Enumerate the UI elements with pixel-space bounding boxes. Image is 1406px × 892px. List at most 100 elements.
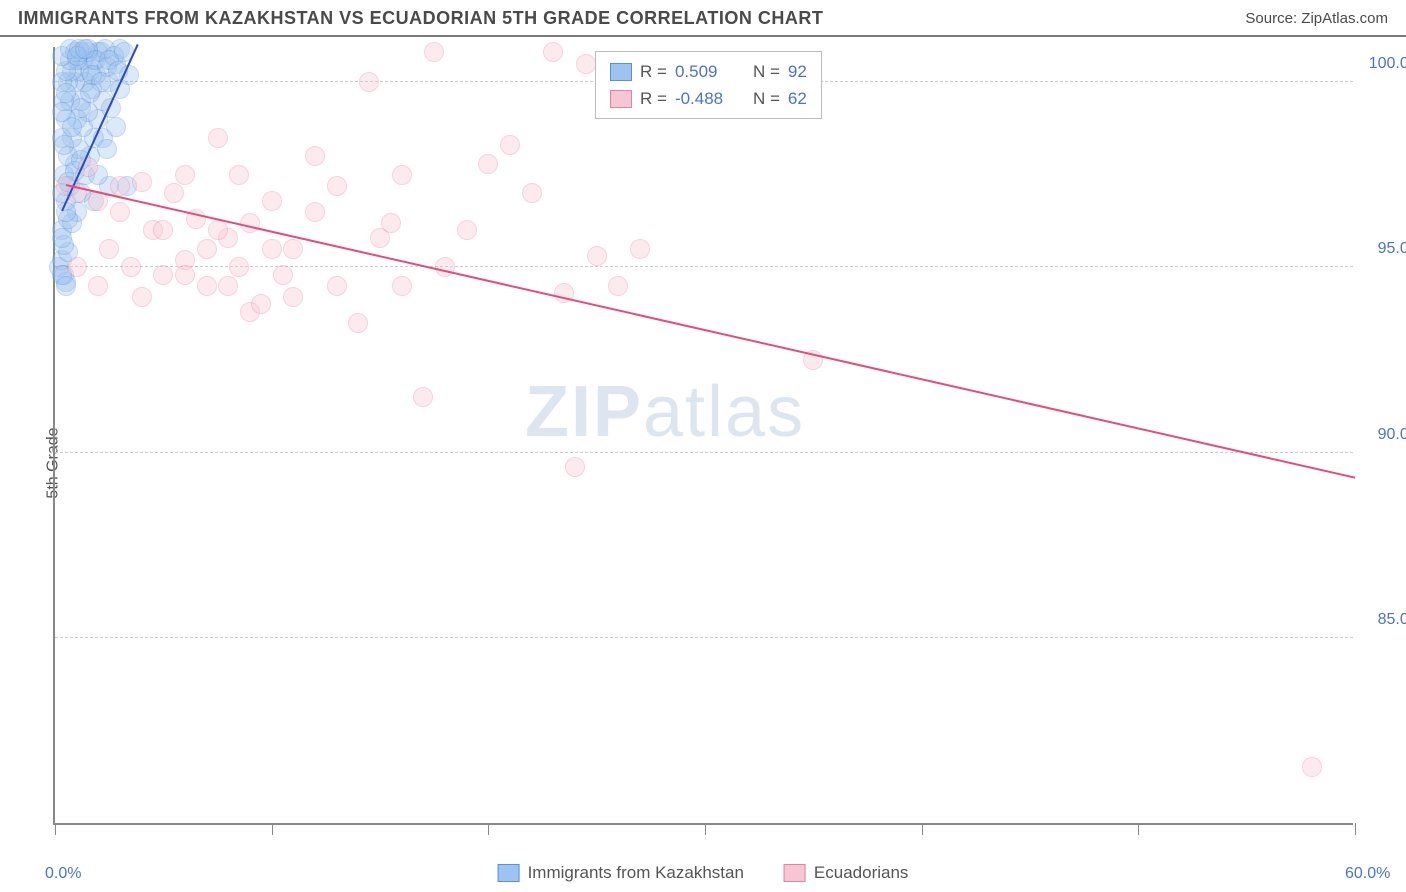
source-label: Source: ZipAtlas.com: [1245, 10, 1388, 27]
scatter-point: [381, 213, 401, 233]
y-tick-label: 100.0%: [1363, 55, 1406, 73]
x-tick: [922, 823, 923, 835]
scatter-point: [435, 257, 455, 277]
scatter-point: [229, 165, 249, 185]
scatter-point: [240, 213, 260, 233]
scatter-point: [262, 191, 282, 211]
stats-r-label: R =: [640, 58, 667, 85]
scatter-point: [1302, 757, 1322, 777]
trend-line: [66, 184, 1356, 479]
scatter-point: [327, 176, 347, 196]
stats-legend-row: R = 0.509N = 92: [610, 58, 807, 85]
y-tick-label: 95.0%: [1363, 240, 1406, 258]
scatter-point: [175, 265, 195, 285]
scatter-point: [273, 265, 293, 285]
scatter-point: [348, 313, 368, 333]
scatter-point: [132, 287, 152, 307]
scatter-point: [218, 276, 238, 296]
legend-label: Immigrants from Kazakhstan: [528, 863, 744, 883]
scatter-point: [565, 457, 585, 477]
gridline-h: [55, 452, 1353, 453]
legend-item: Immigrants from Kazakhstan: [498, 863, 744, 883]
scatter-point: [164, 183, 184, 203]
scatter-point: [197, 276, 217, 296]
stats-n-value: 62: [788, 85, 807, 112]
scatter-point: [424, 42, 444, 62]
y-tick-label: 85.0%: [1363, 611, 1406, 629]
bottom-legend: Immigrants from Kazakhstan Ecuadorians: [498, 863, 909, 883]
scatter-point: [132, 172, 152, 192]
stats-r-label: R =: [640, 85, 667, 112]
scatter-point: [587, 246, 607, 266]
stats-legend: R = 0.509N = 92R = -0.488N = 62: [595, 51, 822, 119]
scatter-point: [500, 135, 520, 155]
scatter-point: [121, 257, 141, 277]
scatter-point: [359, 72, 379, 92]
scatter-point: [262, 239, 282, 259]
scatter-point: [392, 165, 412, 185]
scatter-point: [576, 54, 596, 74]
x-tick: [272, 823, 273, 835]
scatter-point: [413, 387, 433, 407]
scatter-point: [392, 276, 412, 296]
legend-swatch: [610, 63, 632, 81]
scatter-point: [208, 128, 228, 148]
legend-swatch: [610, 90, 632, 108]
scatter-point: [106, 117, 126, 137]
chart-container: 5th Grade ZIPatlas 85.0%90.0%95.0%100.0%…: [0, 37, 1406, 889]
x-tick: [1138, 823, 1139, 835]
scatter-point: [110, 176, 130, 196]
legend-label: Ecuadorians: [814, 863, 909, 883]
scatter-point: [630, 239, 650, 259]
scatter-point: [56, 276, 76, 296]
gridline-h: [55, 637, 1353, 638]
scatter-point: [478, 154, 498, 174]
scatter-point: [75, 39, 95, 59]
scatter-point: [110, 202, 130, 222]
scatter-point: [97, 139, 117, 159]
scatter-point: [67, 257, 87, 277]
scatter-point: [457, 220, 477, 240]
chart-header: IMMIGRANTS FROM KAZAKHSTAN VS ECUADORIAN…: [0, 0, 1406, 37]
x-tick-label: 60.0%: [1345, 865, 1390, 883]
scatter-point: [283, 239, 303, 259]
scatter-point: [88, 276, 108, 296]
scatter-point: [62, 117, 82, 137]
scatter-point: [80, 83, 100, 103]
scatter-point: [153, 220, 173, 240]
scatter-point: [208, 220, 228, 240]
scatter-point: [283, 287, 303, 307]
legend-item: Ecuadorians: [784, 863, 909, 883]
stats-r-value: 0.509: [675, 58, 745, 85]
scatter-point: [543, 42, 563, 62]
scatter-point: [305, 146, 325, 166]
x-tick: [1355, 823, 1356, 835]
stats-n-label: N =: [753, 85, 780, 112]
scatter-point: [52, 228, 72, 248]
gridline-h: [55, 266, 1353, 267]
x-tick: [488, 823, 489, 835]
scatter-point: [153, 265, 173, 285]
scatter-point: [175, 165, 195, 185]
x-tick-label: 0.0%: [45, 865, 81, 883]
legend-swatch: [498, 864, 520, 882]
y-tick-label: 90.0%: [1363, 426, 1406, 444]
stats-legend-row: R = -0.488 N = 62: [610, 85, 807, 112]
scatter-point: [608, 276, 628, 296]
scatter-point: [522, 183, 542, 203]
scatter-point: [229, 257, 249, 277]
scatter-point: [99, 239, 119, 259]
scatter-point: [197, 239, 217, 259]
scatter-point: [54, 135, 74, 155]
stats-r-value: -0.488: [675, 85, 745, 112]
scatter-point: [327, 276, 347, 296]
scatter-point: [251, 294, 271, 314]
x-tick: [705, 823, 706, 835]
legend-swatch: [784, 864, 806, 882]
chart-title: IMMIGRANTS FROM KAZAKHSTAN VS ECUADORIAN…: [18, 8, 823, 29]
scatter-point: [305, 202, 325, 222]
watermark: ZIPatlas: [525, 371, 805, 453]
plot-area: ZIPatlas 85.0%90.0%95.0%100.0%0.0%60.0%R…: [53, 47, 1353, 825]
stats-n-label: N =: [753, 58, 780, 85]
x-tick: [55, 823, 56, 835]
